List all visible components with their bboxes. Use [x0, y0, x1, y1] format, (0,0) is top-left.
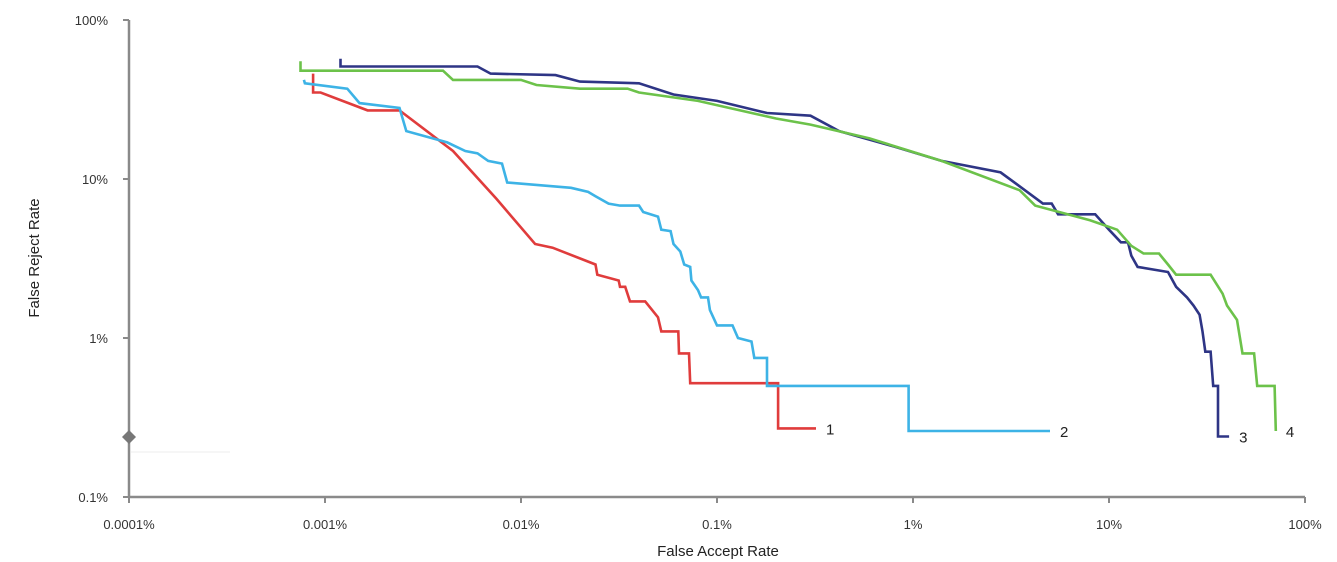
x-tick-label: 100%	[1288, 517, 1322, 532]
series-label-1: 1	[826, 421, 834, 438]
series-line-4	[299, 61, 1278, 432]
x-tick-label: 1%	[904, 517, 923, 532]
series-line-1	[311, 73, 816, 430]
x-tick-label: 0.0001%	[103, 517, 155, 532]
series-label-3: 3	[1239, 430, 1247, 447]
series-label-4: 4	[1286, 424, 1294, 441]
series-labels: 1 2 3 4	[826, 421, 1294, 446]
x-tick-label: 0.001%	[303, 517, 348, 532]
series-line-2	[302, 79, 1050, 433]
series-line-3	[339, 58, 1230, 438]
series-lines	[299, 58, 1278, 438]
x-tick-label: 0.01%	[503, 517, 540, 532]
y-tick-label: 0.1%	[78, 490, 108, 505]
y-tick-label: 1%	[89, 331, 108, 346]
plot-area: 0.0001% 0.001% 0.01% 0.1% 1% 10% 100% 0.1%1%10…	[75, 13, 1322, 532]
x-tick-label: 10%	[1096, 517, 1122, 532]
y-ticks: 0.1% 1% 10% 100%	[75, 13, 129, 505]
x-tick-label: 0.1%	[702, 517, 732, 532]
y-tick-label: 100%	[75, 13, 109, 28]
y-axis-marker	[122, 430, 136, 444]
x-ticks: 0.0001% 0.001% 0.01% 0.1% 1% 10% 100%	[103, 497, 1322, 532]
y-tick-label: 10%	[82, 172, 108, 187]
y-axis-title: False Reject Rate	[26, 198, 43, 317]
series-label-2: 2	[1060, 424, 1068, 441]
x-axis-title: False Accept Rate	[657, 543, 779, 560]
